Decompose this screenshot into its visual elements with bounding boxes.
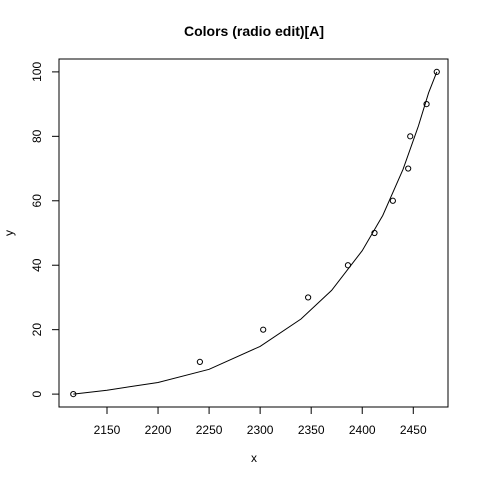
y-tick-label: 100 [30, 62, 44, 82]
chart-title: Colors (radio edit)[A] [184, 23, 324, 39]
data-point [423, 101, 430, 108]
data-point [196, 358, 203, 365]
x-tick-label: 2350 [298, 423, 325, 437]
y-tick-label: 60 [30, 194, 44, 208]
data-point [260, 326, 267, 333]
data-point [407, 133, 414, 140]
y-tick-label: 0 [30, 390, 44, 397]
data-point [344, 262, 352, 269]
data-point [70, 391, 77, 398]
data-point [305, 294, 312, 301]
x-tick-label: 2400 [349, 423, 376, 437]
y-axis-label: y [2, 230, 16, 236]
fitted-curve [73, 71, 438, 395]
y-tick-label: 20 [30, 323, 44, 337]
x-tick-label: 2450 [400, 423, 427, 437]
x-tick-label: 2150 [94, 423, 121, 437]
data-point [433, 68, 440, 75]
y-tick-label: 40 [30, 258, 44, 272]
y-axis: 0 20 40 60 80 100 [30, 62, 60, 397]
x-tick-label: 2300 [247, 423, 274, 437]
y-tick-label: 80 [30, 129, 44, 143]
x-axis: 2150 2200 2250 2300 2350 2400 2450 [94, 406, 427, 437]
data-points [70, 68, 440, 398]
x-axis-label: x [251, 451, 257, 465]
x-tick-label: 2200 [145, 423, 172, 437]
data-point [389, 197, 396, 204]
data-point [405, 165, 412, 172]
data-point [371, 229, 378, 237]
x-tick-label: 2250 [196, 423, 223, 437]
